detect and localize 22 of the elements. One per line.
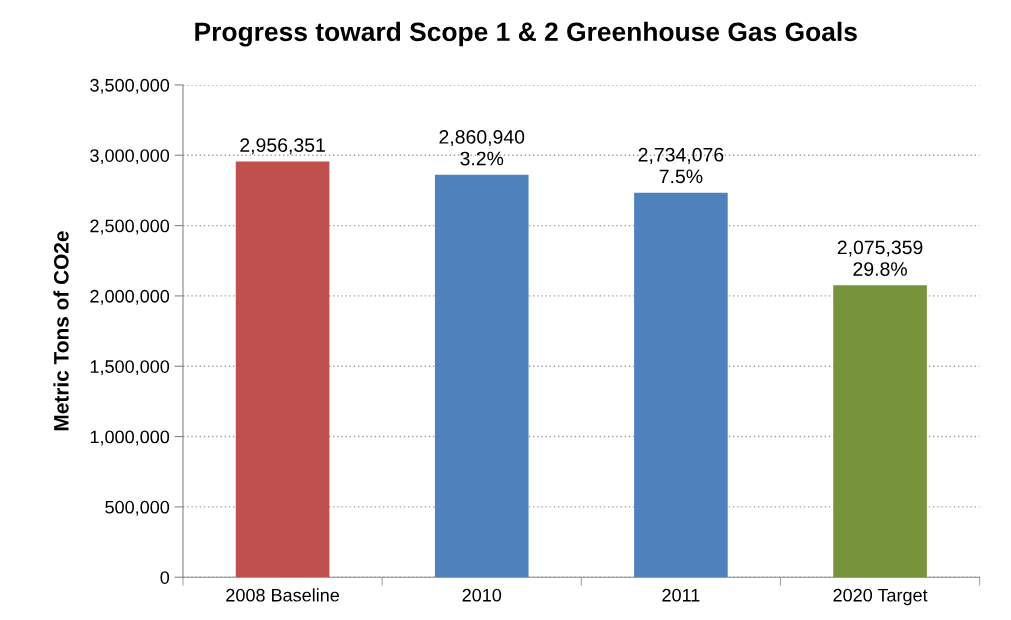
y-tick-label: 1,500,000 <box>90 360 170 376</box>
bar <box>833 285 927 578</box>
data-label: 2,956,351 <box>240 138 325 155</box>
bar <box>434 174 529 578</box>
data-label: 2,734,076 7.5% <box>638 147 724 184</box>
x-tick-label: 2010 <box>462 588 502 602</box>
x-tick-label: 2008 Baseline <box>226 588 339 602</box>
y-tick-label: 1,000,000 <box>90 430 170 446</box>
bar <box>235 161 330 578</box>
data-label: 2,860,940 3.2% <box>439 130 525 166</box>
x-tick-label: 2020 Target <box>833 588 928 606</box>
y-tick-label: 2,500,000 <box>90 219 170 235</box>
data-label: 2,075,359 29.8% <box>837 240 923 276</box>
bar <box>634 192 728 578</box>
chart-title: Progress toward Scope 1 & 2 Greenhouse Gas Goals <box>195 21 857 47</box>
y-axis-title: Metric Tons of CO2e <box>53 231 69 431</box>
x-tick-label: 2011 <box>662 588 700 602</box>
y-tick-label: 2,000,000 <box>90 289 170 305</box>
y-tick-label: 3,000,000 <box>90 149 170 165</box>
y-tick-label: 500,000 <box>105 500 170 516</box>
y-tick-label: 0 <box>160 571 170 584</box>
y-tick-label: 3,500,000 <box>90 78 170 94</box>
